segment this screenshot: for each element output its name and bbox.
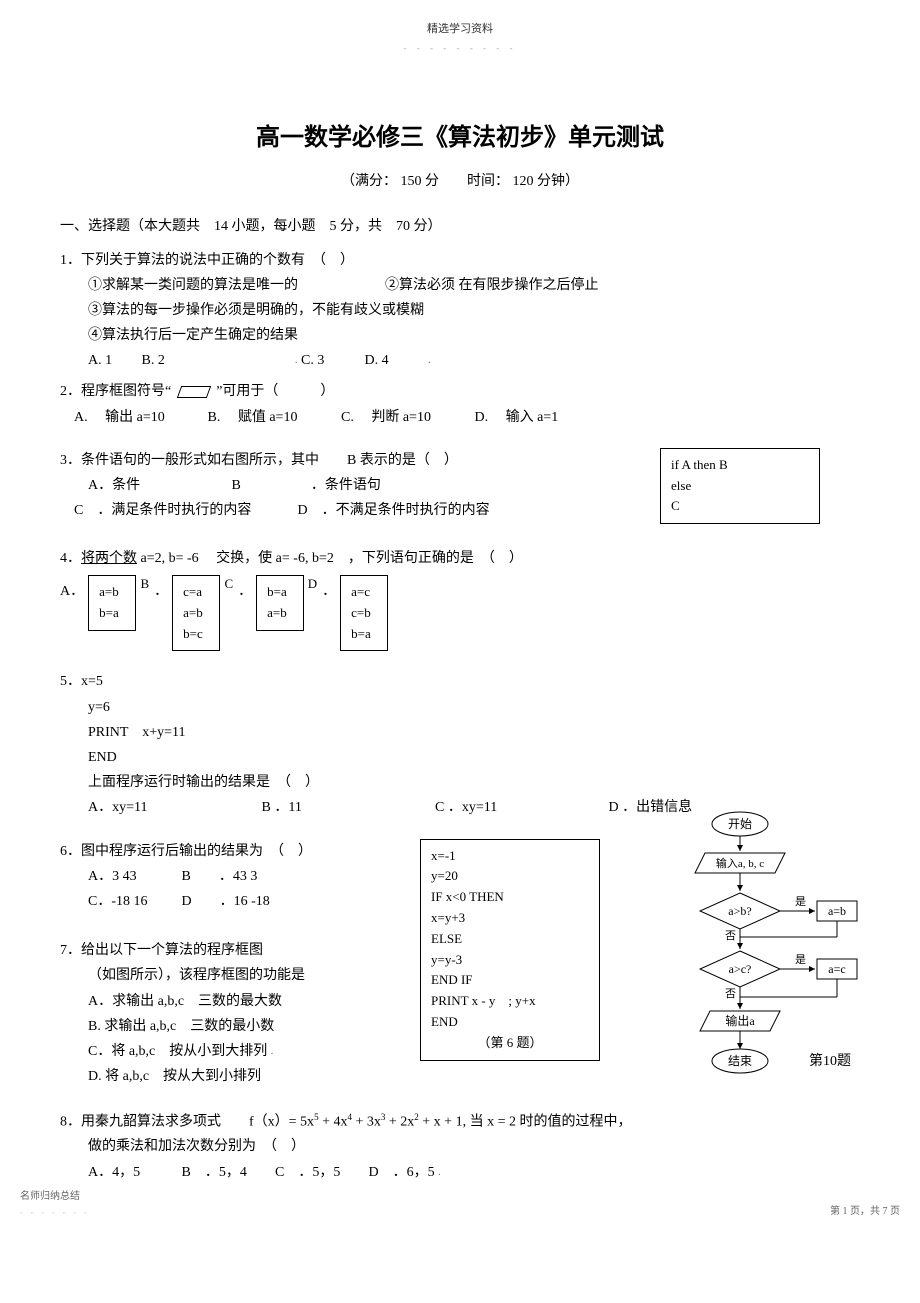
svg-text:a>b?: a>b? bbox=[728, 904, 751, 918]
q2-opt-b: B. 赋值 a=10 bbox=[208, 405, 338, 430]
q3-opt-a: A．条件 bbox=[88, 473, 228, 498]
question-3: 3．条件语句的一般形式如右图所示，其中 B 表示的是（ ） A．条件 B ．条件… bbox=[60, 448, 860, 528]
q7-opt-b: B. 求输出 a,b,c 三数的最小数 bbox=[60, 1014, 400, 1039]
header-line2: - - - - - - - - - bbox=[60, 40, 860, 56]
svg-text:否: 否 bbox=[725, 930, 736, 942]
q1-item-3: ③算法的每一步操作必须是明确的，不能有歧义或模糊 bbox=[60, 298, 860, 323]
q6-opt-d: D ．16 -18 bbox=[182, 894, 270, 909]
svg-text:输入a, b, c: 输入a, b, c bbox=[716, 856, 764, 870]
q5-l0: 5．x=5 bbox=[60, 669, 860, 694]
q5-opt-b: B ．11 bbox=[262, 795, 432, 820]
q1-opt-c: C. 3 bbox=[301, 348, 361, 373]
q1-stem: 1．下列关于算法的说法中正确的个数有 （ ） bbox=[60, 248, 860, 273]
svg-text:结束: 结束 bbox=[728, 1054, 752, 1068]
q2-opt-d: D. 输入 a=1 bbox=[475, 405, 559, 430]
q3-box-l3: C bbox=[671, 496, 809, 517]
q1-item-1: ①求解某一类问题的算法是唯一的 bbox=[88, 278, 298, 293]
question-6: 6．图中程序运行后输出的结果为 （ ） A．3 43 B ．43 3 C．-18… bbox=[60, 839, 400, 915]
q1-opt-a: A. 1 bbox=[88, 348, 138, 373]
q4-stem-u: 将两个数 bbox=[81, 551, 137, 566]
svg-text:是: 是 bbox=[795, 953, 806, 966]
q3-opt-b: B ．条件语句 bbox=[232, 478, 381, 493]
section-1-heading: 一、选择题（本大题共 14 小题，每小题 5 分，共 70 分） bbox=[60, 214, 860, 239]
q3-code-box: if A then B else C bbox=[660, 448, 820, 524]
svg-text:是: 是 bbox=[795, 895, 806, 908]
q6-opt-b: B ．43 3 bbox=[182, 869, 258, 884]
q4-opt-a: A． a=b b=a B bbox=[60, 575, 136, 631]
footer-left: 名师归纳总结 - - - - - - - bbox=[20, 1188, 90, 1220]
q6-opt-c: C．-18 16 bbox=[88, 889, 178, 914]
q3-opt-c: C ．满足条件时执行的内容 bbox=[74, 498, 294, 523]
doc-subtitle: （满分： 150 分 时间： 120 分钟） bbox=[60, 169, 860, 194]
q1-item-4: ④算法执行后一定产生确定的结果 bbox=[60, 323, 860, 348]
svg-text:a>c?: a>c? bbox=[729, 962, 752, 976]
q6-q7-block: 6．图中程序运行后输出的结果为 （ ） A．3 43 B ．43 3 C．-18… bbox=[60, 839, 860, 1099]
q5-opt-c: C ．xy=11 bbox=[435, 795, 605, 820]
doc-title: 高一数学必修三《算法初步》单元测试 bbox=[60, 116, 860, 159]
q7-opt-a: A．求输出 a,b,c 三数的最大数 bbox=[60, 989, 400, 1014]
marker-dot-icon: . bbox=[271, 1046, 274, 1057]
question-8: 8．用秦九韶算法求多项式 f（x）= 5x5 + 4x4 + 3x3 + 2x2… bbox=[60, 1109, 860, 1185]
question-1: 1．下列关于算法的说法中正确的个数有 （ ） ①求解某一类问题的算法是唯一的 ②… bbox=[60, 248, 860, 374]
q5-l3: END bbox=[60, 745, 860, 770]
q4-stem-l: 4． bbox=[60, 551, 81, 566]
q1-opt-d: D. 4 bbox=[365, 348, 425, 373]
marker-dot-icon: . bbox=[428, 355, 431, 366]
q1-opt-b: B. 2 bbox=[142, 348, 292, 373]
q7-l2: （如图所示），该程序框图的功能是 bbox=[60, 963, 400, 988]
marker-dot-icon: . bbox=[438, 1166, 441, 1177]
q7-opt-d: D. 将 a,b,c 按从大到小排列 bbox=[60, 1064, 400, 1089]
q8-opt-c: C ．5，5 bbox=[275, 1160, 365, 1185]
q6-opt-a: A．3 43 bbox=[88, 864, 178, 889]
q6-stem: 6．图中程序运行后输出的结果为 （ ） bbox=[60, 839, 400, 864]
svg-text:开始: 开始 bbox=[728, 817, 752, 831]
q5-l1: y=6 bbox=[60, 695, 860, 720]
q5-opt-a: A．xy=11 bbox=[88, 795, 258, 820]
question-4: 4．将两个数 a=2, b= -6 交换，使 a= -6, b=2 ，下列语句正… bbox=[60, 546, 860, 652]
q2-stem-right: ”可用于（ ） bbox=[216, 384, 334, 399]
q5-l4: 上面程序运行时输出的结果是 （ ） bbox=[60, 770, 860, 795]
q4-stem-m: a=2, b= -6 交换，使 a= -6, b=2 ，下列语句正确的是 （ ） bbox=[137, 551, 523, 566]
q8-opt-d: D ．6，5 bbox=[369, 1165, 435, 1180]
parallelogram-icon bbox=[177, 386, 211, 398]
question-7: 7．给出以下一个算法的程序框图 （如图所示），该程序框图的功能是 A．求输出 a… bbox=[60, 938, 400, 1089]
q2-opt-c: C. 判断 a=10 bbox=[341, 405, 471, 430]
q2-stem-left: 2．程序框图符号“ bbox=[60, 384, 171, 399]
question-2: 2．程序框图符号“ ”可用于（ ） A. 输出 a=10 B. 赋值 a=10 … bbox=[60, 379, 860, 429]
question-5: 5．x=5 y=6 PRINT x+y=11 END 上面程序运行时输出的结果是… bbox=[60, 669, 860, 820]
q1-item-2: ②算法必须 在有限步操作之后停止 bbox=[385, 278, 599, 293]
q8-opt-a: A．4，5 bbox=[88, 1160, 178, 1185]
q8-stem-1: 8．用秦九韶算法求多项式 f（x）= 5x bbox=[60, 1114, 314, 1129]
q3-box-l2: else bbox=[671, 476, 809, 497]
header-line1: 精选学习资料 bbox=[60, 20, 860, 40]
q3-opt-d: D ．不满足条件时执行的内容 bbox=[298, 503, 490, 518]
q4-opt-b: ． c=a a=b b=c C bbox=[154, 575, 220, 651]
flowchart-diagram: 开始 输入a, b, c a>b? 是 a=b 否 a>c? 是 a=c 否 输… bbox=[670, 809, 870, 1099]
page-top-header: 精选学习资料 - - - - - - - - - bbox=[60, 20, 860, 56]
q3-box-l1: if A then B bbox=[671, 455, 809, 476]
svg-text:a=b: a=b bbox=[828, 904, 846, 918]
svg-text:a=c: a=c bbox=[828, 962, 845, 976]
svg-text:否: 否 bbox=[725, 988, 736, 1000]
q7-opt-c: C．将 a,b,c 按从小到大排列 bbox=[88, 1044, 267, 1059]
q4-opt-d: ． a=c c=b b=a bbox=[322, 575, 388, 651]
q4-opt-c: ． b=a a=b D bbox=[238, 575, 304, 631]
q5-l2: PRINT x+y=11 bbox=[60, 720, 860, 745]
q8-l2: 做的乘法和加法次数分别为 （ ） bbox=[60, 1134, 860, 1159]
marker-dot-icon: . bbox=[295, 355, 298, 366]
q7-l1: 7．给出以下一个算法的程序框图 bbox=[60, 938, 400, 963]
q2-opt-a: A. 输出 a=10 bbox=[74, 405, 204, 430]
q8-opt-b: B ．5，4 bbox=[182, 1160, 272, 1185]
svg-text:输出a: 输出a bbox=[725, 1013, 755, 1028]
svg-text:第10题: 第10题 bbox=[809, 1052, 851, 1069]
q6-code-box: x=-1 y=20 IF x<0 THEN x=y+3 ELSE y=y-3 E… bbox=[420, 839, 600, 1061]
footer-right: 第 1 页，共 7 页 bbox=[830, 1203, 900, 1221]
q8-stem-r: + x + 1, 当 x = 2 时的值的过程中， bbox=[422, 1114, 631, 1129]
